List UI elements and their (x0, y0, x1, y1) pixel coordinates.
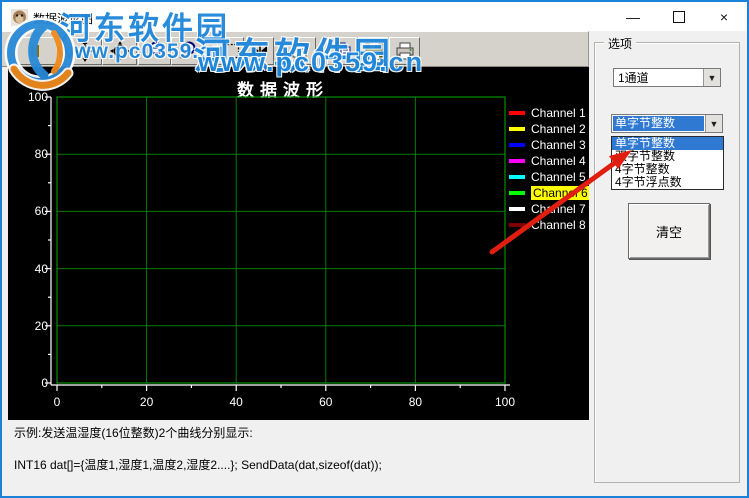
y-tick-label: 100 (27, 90, 48, 104)
legend-item[interactable]: Channel 1 (509, 105, 591, 121)
cursors-button[interactable] (246, 37, 274, 65)
legend-item[interactable]: Channel 7 (509, 201, 591, 217)
legend-color-mark (509, 223, 525, 227)
properties-icon (291, 42, 309, 58)
chart-title: 数据波形 (237, 81, 329, 100)
y-tick-label: 80 (34, 147, 48, 162)
legend-color-mark (509, 175, 525, 179)
save-button[interactable] (358, 37, 389, 65)
legend-item[interactable]: Channel 8 (509, 217, 591, 233)
y-tick-label: 0 (41, 376, 48, 390)
legend-label: Channel 8 (531, 218, 586, 232)
legend-label: Channel 6 (531, 186, 590, 200)
zoom-out-icon (146, 41, 162, 59)
app-icon (11, 9, 28, 26)
x-tick-label: 20 (139, 395, 154, 409)
dropdown-option[interactable]: 4字节浮点数 (615, 176, 682, 189)
y-tick-label: 20 (34, 318, 48, 333)
zoom-in-icon (179, 41, 195, 59)
zoom-window-icon (109, 41, 130, 61)
pause-icon (31, 45, 39, 57)
legend-label: Channel 3 (531, 138, 586, 152)
legend-color-mark (509, 127, 525, 131)
pan-button[interactable] (67, 37, 102, 65)
legend-color-mark (509, 143, 525, 147)
zoom-in-button[interactable] (171, 37, 204, 65)
print-icon (396, 42, 413, 60)
pause-button[interactable] (8, 37, 62, 65)
close-button[interactable]: × (701, 2, 747, 31)
copy-icon (334, 42, 351, 60)
legend-color-mark (509, 159, 525, 163)
datatype-combobox-value: 单字节整数 (613, 116, 704, 131)
legend-label: Channel 2 (531, 122, 586, 136)
titlebar[interactable]: 数据波形图 — × (2, 2, 747, 31)
pan-crosshair-icon (73, 40, 96, 62)
x-tick-label: 0 (53, 395, 61, 409)
zoom-window-button[interactable] (102, 37, 137, 65)
legend-label: Channel 7 (531, 202, 586, 216)
y-tick-label: 60 (34, 204, 48, 219)
x-tick-label: 100 (494, 395, 516, 409)
window-title: 数据波形图 (33, 12, 94, 26)
box-select-icon (222, 43, 239, 59)
legend-item[interactable]: Channel 4 (509, 153, 591, 169)
maximize-button[interactable] (656, 2, 702, 31)
legend-item[interactable]: Channel 5 (509, 169, 591, 185)
datatype-dropdown-list: 单字节整数 双字节整数 4字节整数 4字节浮点数 (611, 136, 724, 190)
chart-area[interactable]: 数据波形 0 20 40 60 80 100 0 20 40 60 80 100 Channel 1… (8, 67, 590, 420)
dropdown-option[interactable]: 4字节整数 (615, 163, 670, 176)
copy-button[interactable] (327, 37, 358, 65)
legend-label: Channel 4 (531, 154, 586, 168)
x-tick-label: 60 (319, 395, 333, 409)
y-tick-label: 40 (34, 261, 48, 276)
footer-line2: INT16 dat[]={温度1,湿度1,温度2,湿度2....}; SendD… (14, 458, 382, 472)
print-button[interactable] (389, 37, 420, 65)
options-groupbox (594, 42, 740, 483)
zoom-out-button[interactable] (138, 37, 171, 65)
legend-label: Channel 5 (531, 170, 586, 184)
legend-color-mark (509, 207, 525, 211)
legend-item[interactable]: Channel 3 (509, 137, 591, 153)
legend-item[interactable]: Channel 6 (509, 185, 591, 201)
datatype-combobox[interactable]: 单字节整数 ▼ (611, 114, 723, 133)
chevron-down-icon[interactable]: ▼ (705, 115, 722, 132)
legend: Channel 1 Channel 2 Channel 3 Channel 4 Chan… (509, 105, 591, 233)
footer-line1: 示例:发送温湿度(16位整数)2个曲线分别显示: (14, 426, 253, 440)
legend-color-mark (509, 111, 525, 115)
save-floppy-icon (365, 42, 382, 60)
legend-label: Channel 1 (531, 106, 586, 120)
dropdown-option[interactable]: 双字节整数 (615, 150, 676, 163)
legend-item[interactable]: Channel 2 (509, 121, 591, 137)
options-group-label: 选项 (604, 35, 637, 52)
chevron-down-icon[interactable]: ▼ (703, 69, 720, 86)
cursors-icon (253, 44, 267, 58)
x-tick-label: 40 (229, 395, 243, 409)
x-tick-label: 80 (408, 395, 423, 409)
legend-color-mark (509, 191, 525, 195)
box-zoom-button[interactable] (217, 37, 244, 65)
properties-button[interactable] (285, 37, 316, 65)
options-panel (589, 31, 747, 496)
channel-combobox[interactable]: 1通道 ▼ (613, 68, 721, 87)
minimize-button[interactable]: — (610, 2, 656, 31)
maximize-icon (673, 10, 685, 23)
clear-button[interactable]: 清空 (628, 203, 710, 259)
channel-combobox-value: 1通道 (618, 71, 649, 85)
dropdown-option[interactable]: 单字节整数 (612, 137, 723, 150)
plot-area[interactable] (8, 67, 590, 420)
